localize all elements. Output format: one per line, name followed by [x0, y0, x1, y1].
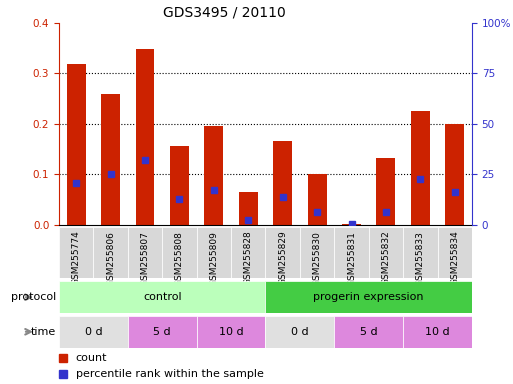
Text: protocol: protocol: [11, 292, 56, 302]
Bar: [93, 227, 128, 278]
Bar: [204, 126, 223, 225]
Title: GDS3495 / 20110: GDS3495 / 20110: [163, 5, 286, 19]
Bar: [369, 227, 403, 278]
Text: GSM255774: GSM255774: [72, 231, 81, 285]
Bar: [334, 227, 369, 278]
Text: time: time: [31, 327, 56, 337]
Text: GSM255828: GSM255828: [244, 231, 253, 285]
Text: 5 d: 5 d: [360, 327, 378, 337]
Bar: [59, 227, 93, 278]
Text: 10 d: 10 d: [425, 327, 450, 337]
Text: 0 d: 0 d: [85, 327, 102, 337]
Bar: [411, 111, 430, 225]
Bar: [196, 316, 266, 348]
Bar: [403, 227, 438, 278]
Bar: [266, 316, 334, 348]
Text: GSM255830: GSM255830: [312, 231, 322, 286]
Bar: [59, 281, 266, 313]
Text: GSM255832: GSM255832: [382, 231, 390, 285]
Bar: [239, 192, 258, 225]
Bar: [266, 281, 472, 313]
Text: GSM255807: GSM255807: [141, 231, 149, 286]
Text: 0 d: 0 d: [291, 327, 309, 337]
Text: GSM255834: GSM255834: [450, 231, 459, 285]
Bar: [128, 316, 196, 348]
Bar: [403, 316, 472, 348]
Text: 10 d: 10 d: [219, 327, 243, 337]
Text: percentile rank within the sample: percentile rank within the sample: [75, 369, 263, 379]
Bar: [342, 223, 361, 225]
Text: GSM255809: GSM255809: [209, 231, 219, 286]
Bar: [170, 146, 189, 225]
Bar: [59, 316, 128, 348]
Bar: [162, 227, 196, 278]
Text: GSM255808: GSM255808: [175, 231, 184, 286]
Bar: [265, 227, 300, 278]
Bar: [300, 227, 334, 278]
Bar: [128, 227, 162, 278]
Text: control: control: [143, 292, 182, 302]
Text: GSM255829: GSM255829: [278, 231, 287, 285]
Text: count: count: [75, 353, 107, 362]
Bar: [438, 227, 472, 278]
Text: GSM255831: GSM255831: [347, 231, 356, 286]
Bar: [377, 157, 396, 225]
Bar: [308, 174, 327, 225]
Bar: [101, 94, 120, 225]
Bar: [231, 227, 266, 278]
Bar: [273, 141, 292, 225]
Text: GSM255833: GSM255833: [416, 231, 425, 286]
Bar: [334, 316, 403, 348]
Text: 5 d: 5 d: [153, 327, 171, 337]
Bar: [67, 65, 86, 225]
Bar: [135, 49, 154, 225]
Text: GSM255806: GSM255806: [106, 231, 115, 286]
Bar: [445, 124, 464, 225]
Bar: [196, 227, 231, 278]
Text: progerin expression: progerin expression: [313, 292, 424, 302]
